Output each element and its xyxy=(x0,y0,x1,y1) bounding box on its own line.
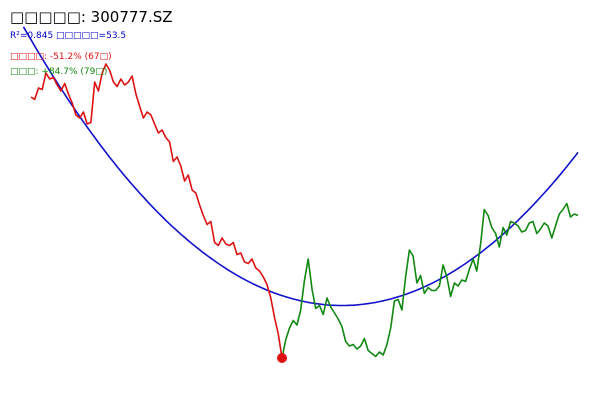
fit-stats-label: R²=0.845 □□□□□=53.5 xyxy=(10,31,127,41)
chart-title: □□□□□: 300777.SZ xyxy=(10,8,173,26)
fit-curve xyxy=(22,26,579,307)
rise-line xyxy=(281,202,579,359)
rise-stat-label: □□□: +84.7% (79□) xyxy=(10,67,108,77)
decline-line-layer xyxy=(30,63,283,359)
rise-line-layer xyxy=(281,202,579,359)
decline-line xyxy=(30,63,283,359)
marker-layer xyxy=(277,353,287,363)
decline-stat-label: □□□□: -51.2% (67□) xyxy=(10,52,112,62)
bottom-marker xyxy=(277,353,287,363)
fit-curve-layer xyxy=(22,26,579,307)
